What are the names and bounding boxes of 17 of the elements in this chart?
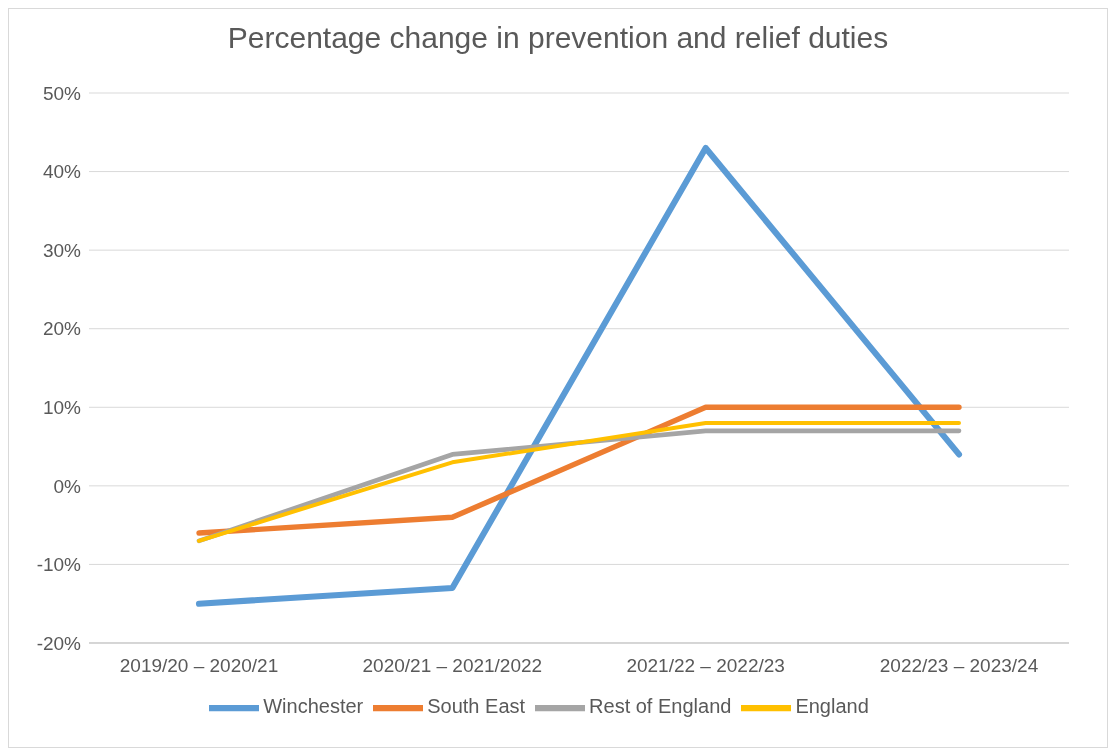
y-tick-label: 40% [42,161,82,183]
legend-label: South East [427,695,526,718]
legend-label: Rest of England [589,695,732,718]
y-tick-label: 50% [42,82,82,104]
y-tick-label: 10% [42,397,82,419]
x-tick-label: 2021/22 – 2022/23 [626,655,785,677]
x-tick-label: 2020/21 – 2021/2022 [362,655,543,677]
x-tick-label: 2022/23 – 2023/24 [879,655,1039,677]
y-tick-label: -20% [36,632,82,654]
x-tick-label: 2019/20 – 2020/21 [119,655,279,677]
y-tick-label: 0% [53,475,82,497]
y-tick-label: 30% [42,239,82,261]
y-tick-label: -10% [36,554,82,576]
legend-label: England [795,695,869,718]
y-tick-label: 20% [42,318,82,340]
legend-label: Winchester [263,695,364,718]
chart-title: Percentage change in prevention and relief duties [226,20,890,56]
